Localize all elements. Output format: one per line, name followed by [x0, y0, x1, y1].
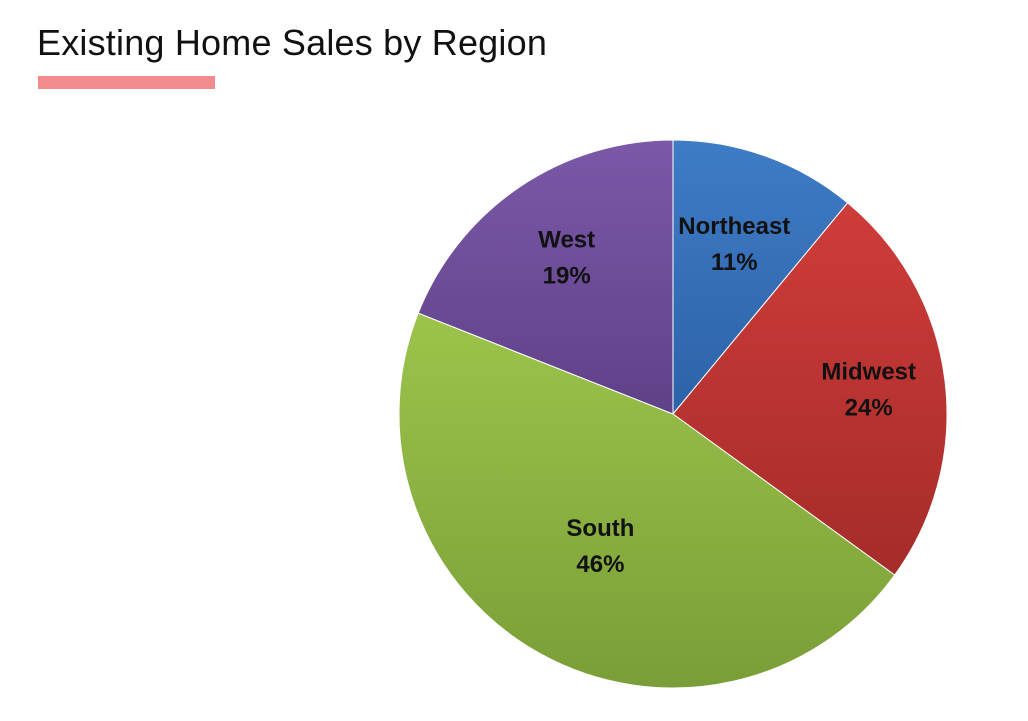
slice-label-south: South	[566, 515, 634, 542]
pie-slice-south	[398, 312, 896, 689]
slice-label-west: West	[538, 227, 595, 254]
pie-slices	[398, 139, 948, 689]
slice-value-west: 19%	[543, 263, 591, 290]
pie-slice-midwest	[672, 202, 948, 576]
slice-label-northeast: Northeast	[678, 213, 790, 240]
pie-labels: Northeast 11% Midwest 24% South 46% West 19%	[538, 213, 916, 578]
slice-value-northeast: 11%	[711, 249, 758, 276]
pie-slice-northeast	[672, 139, 849, 416]
title-underline	[38, 76, 215, 89]
slice-value-midwest: 24%	[845, 394, 893, 421]
slice-label-midwest: Midwest	[821, 358, 916, 385]
slice-value-south: 46%	[576, 551, 624, 578]
slide-title: Existing Home Sales by Region	[37, 22, 548, 63]
pie-slice-west	[417, 139, 674, 415]
